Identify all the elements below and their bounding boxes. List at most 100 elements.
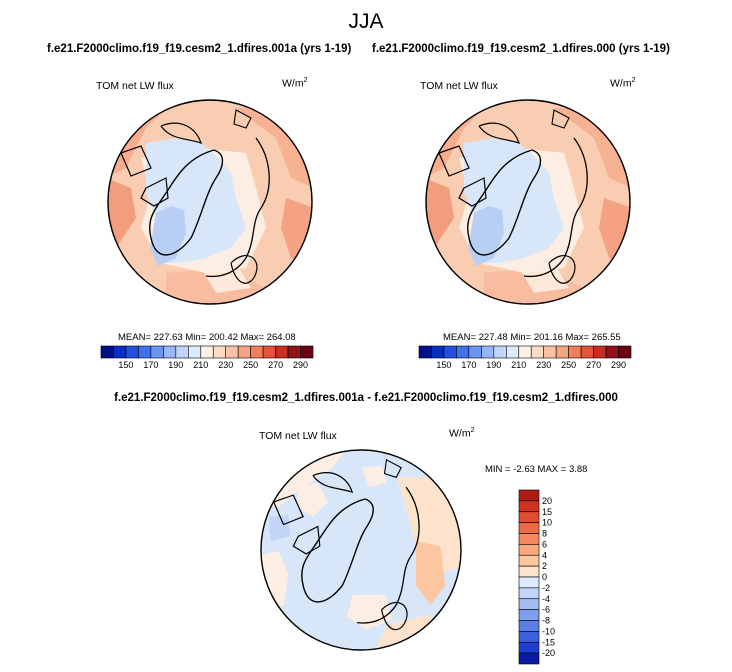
diff-units-base: W/m (449, 427, 471, 440)
colorbar-left-swatch (125, 345, 139, 359)
map-right (425, 99, 631, 305)
colorbar-diff-swatch (518, 554, 540, 567)
map-diff-field-pos-ne (396, 477, 461, 576)
panel-left-units: W/m2 (282, 77, 307, 90)
colorbar-diff-tick-label: 0 (542, 572, 547, 582)
colorbar-diff-tick-label: -6 (542, 605, 550, 615)
map-left-coastline-north (233, 109, 252, 129)
colorbar-left-tick-label: 250 (243, 360, 258, 370)
panel-right-stats: MEAN= 227.48 Min= 201.16 Max= 265.55 (443, 332, 621, 343)
colorbar-right-tick-label: 190 (486, 360, 501, 370)
colorbar-left-swatch (237, 345, 251, 359)
colorbar-left-swatch (250, 345, 264, 359)
colorbar-left-tick-label: 210 (193, 360, 208, 370)
colorbar-right-swatch (543, 345, 557, 359)
colorbar-right-tick-label: 290 (611, 360, 626, 370)
map-left (107, 99, 313, 305)
colorbar-diff-swatch (518, 620, 540, 632)
panel-right-units-base: W/m (610, 77, 632, 90)
colorbar-diff-swatch (518, 631, 540, 643)
colorbar-diff-swatch (518, 565, 540, 578)
panel-left-field-label: TOM net LW flux (96, 80, 174, 92)
colorbar-left-swatch (262, 345, 276, 359)
map-left-coastline-alaska (160, 122, 202, 144)
map-left-coastline-greenland (149, 149, 224, 256)
colorbar-diff-swatch (518, 587, 540, 600)
colorbar-right-swatch (568, 345, 582, 359)
colorbar-left-swatch (300, 345, 314, 359)
colorbar-left-swatch (113, 345, 127, 359)
map-right-coastline-greenland (467, 149, 542, 256)
colorbar-left-swatch (275, 345, 289, 359)
colorbar-left-tick-label: 190 (168, 360, 183, 370)
map-left-coastline-baffin (140, 177, 169, 207)
map-diff-field-neg-w (268, 514, 291, 542)
colorbar-right-tick-label: 250 (561, 360, 576, 370)
colorbar-right-swatch (468, 345, 482, 359)
diff-field-label: TOM net LW flux (259, 430, 337, 442)
colorbar-left-swatch (163, 345, 177, 359)
colorbar-left: 150 170 190 210 230 250 270 290 (100, 345, 314, 370)
colorbar-left-swatch (175, 345, 189, 359)
map-diff-coastline-north (383, 458, 402, 479)
colorbar-left-swatch (150, 345, 164, 359)
colorbar-right-swatch (493, 345, 507, 359)
colorbar-diff-tick-label: 2 (542, 561, 547, 571)
map-right-coastline-baffin (458, 177, 487, 207)
panel-left-units-exponent: 2 (303, 77, 308, 84)
colorbar-diff-swatch (518, 511, 540, 523)
colorbar-left-tick-label: 150 (118, 360, 133, 370)
colorbar-right-swatch (580, 345, 594, 359)
diff-units: W/m2 (449, 427, 474, 440)
colorbar-left-tick-label: 170 (143, 360, 158, 370)
map-diff-coastline-scandinavia (381, 601, 408, 631)
difference-title: f.e21.F2000climo.f19_f19.cesm2_1.dfires.… (114, 392, 618, 404)
colorbar-diff-tick-label: 15 (542, 507, 552, 517)
colorbar-diff-swatch (518, 609, 540, 621)
colorbar-right-swatch (593, 345, 607, 359)
map-right-map-boundary (425, 99, 631, 305)
map-right-coastline-siberia (523, 137, 588, 278)
colorbar-diff-tick-label: -20 (542, 648, 555, 658)
colorbar-diff-tick-label: 6 (542, 539, 547, 549)
colorbar-diff-swatch (518, 489, 540, 502)
colorbar-diff-swatch (518, 522, 540, 534)
colorbar-left-tick-label: 290 (293, 360, 308, 370)
colorbar-diff-tick-label: 4 (542, 550, 547, 560)
colorbar-diff-tick-label: -8 (542, 616, 550, 626)
colorbar-right-swatch (431, 345, 445, 359)
map-diff-coastline-islands (272, 494, 304, 526)
colorbar-diff-tick-label: -2 (542, 583, 550, 593)
map-right-coastline-scandinavia (548, 255, 576, 284)
main-title: JJA (348, 10, 384, 33)
map-left-coastline-scandinavia (230, 255, 258, 284)
colorbar-diff-swatch (518, 500, 540, 513)
colorbar-right-swatch (418, 345, 432, 359)
colorbar-diff-swatch (518, 641, 540, 654)
colorbar-right-swatch (456, 345, 470, 359)
map-diff-field-pos-b (347, 595, 392, 630)
colorbar-right: 150 170 190 210 230 250 270 290 (418, 345, 632, 370)
colorbar-diff-swatch (518, 533, 540, 545)
map-diff (260, 449, 462, 651)
colorbar-left-swatch (100, 345, 114, 359)
panel-right-units: W/m2 (610, 77, 635, 90)
colorbar-diff-swatch (518, 544, 540, 556)
colorbar-left-tick-label: 230 (218, 360, 233, 370)
colorbar-right-tick-label: 170 (461, 360, 476, 370)
map-diff-field-pos-e (415, 541, 446, 605)
panel-right-units-exponent: 2 (631, 77, 636, 84)
map-diff-coastline-baffin (292, 525, 321, 555)
panel-left-units-base: W/m (282, 77, 304, 90)
colorbar-left-swatch (212, 345, 227, 359)
map-right-coastline-north (551, 109, 570, 129)
map-diff-map-boundary (260, 449, 462, 651)
map-diff-coastline-greenland (301, 498, 374, 603)
colorbar-diff-swatch (518, 598, 540, 610)
colorbar-diff-swatch (518, 576, 540, 589)
colorbar-diff-tick-label: -15 (542, 637, 555, 647)
colorbar-diff-tick-label: -4 (542, 594, 550, 604)
panel-left-stats: MEAN= 227.63 Min= 200.42 Max= 264.08 (118, 332, 296, 343)
colorbar-right-swatch (618, 345, 632, 359)
